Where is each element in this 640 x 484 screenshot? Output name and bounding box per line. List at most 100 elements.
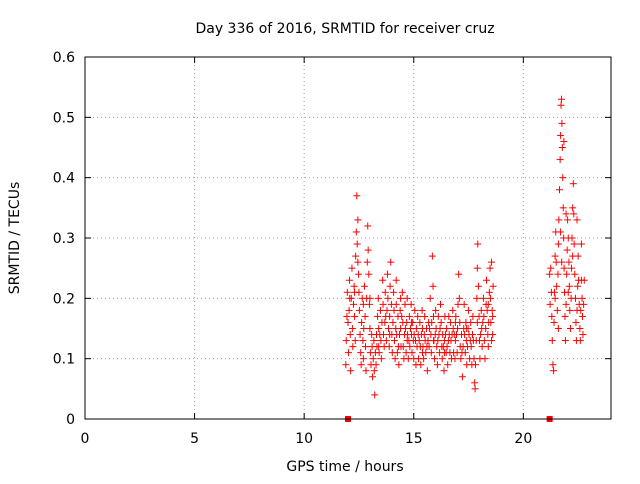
data-point [359,355,367,363]
data-point [362,343,370,351]
x-tick-label: 10 [295,431,313,447]
data-point [480,337,488,345]
data-point [365,270,373,278]
data-point [563,270,571,278]
data-point [375,343,383,351]
data-point [455,294,463,302]
x-axis-title: GPS time / hours [286,459,403,475]
data-point [398,288,406,296]
data-point [417,361,425,369]
data-point [354,258,362,266]
data-point [579,331,587,339]
data-point [568,264,576,272]
data-point [570,210,578,218]
data-point [443,343,451,351]
data-point [401,300,409,308]
data-point [550,318,558,326]
data-point [396,306,404,314]
data-point [375,349,383,357]
data-point [397,294,405,302]
data-point [570,240,578,248]
data-point [473,264,481,272]
data-point [569,252,577,260]
data-point [462,325,470,332]
data-point [383,306,391,314]
data-point [428,318,436,326]
data-point [560,264,568,272]
data-point [389,318,397,326]
data-point [366,325,374,332]
data-point [479,294,487,302]
data-point [451,337,459,345]
data-point [474,240,482,248]
data-point [364,246,372,254]
data-point [551,252,559,260]
data-point [482,325,490,332]
data-point [360,282,368,290]
data-point [346,276,354,284]
data-point [390,306,398,314]
data-point [415,337,423,345]
data-point [351,312,359,320]
data-point [349,300,357,308]
data-point [364,222,372,230]
data-point [577,306,585,314]
data-point [477,306,485,314]
data-point [577,240,585,248]
data-point [580,276,588,284]
data-point [571,270,579,278]
data-point [383,270,391,278]
data-point [560,137,568,145]
data-point [355,270,363,278]
data-point [550,367,558,375]
data-point [489,312,497,320]
data-point [363,258,371,266]
data-point [351,288,359,296]
data-point [440,349,448,357]
data-point [460,300,468,308]
data-point [576,337,584,345]
data-point [563,246,571,254]
data-point [399,343,407,351]
data-point [556,156,564,164]
data-point [407,300,415,308]
data-point [486,264,494,272]
data-point [548,337,556,345]
data-point [571,294,579,302]
y-axis-title: SRMTID / TECUs [7,182,23,295]
data-point [458,373,466,381]
x-tick-label: 20 [514,431,532,447]
data-point [358,318,366,326]
data-point [480,312,488,320]
data-point [420,331,428,339]
data-point [406,325,414,332]
data-point [568,234,576,242]
data-point [443,325,451,332]
data-point [380,331,388,339]
data-point [489,282,497,290]
data-point [565,282,573,290]
data-point [454,300,462,308]
data-points [342,95,588,422]
data-point [561,337,569,345]
data-point [488,337,496,345]
data-point [478,343,486,351]
data-point [351,337,359,345]
data-point [343,312,351,320]
data-point [485,288,493,296]
data-point [408,318,416,326]
data-point [375,325,383,332]
y-tick-label: 0 [66,412,75,428]
data-point [359,337,367,345]
data-point [565,258,573,266]
data-point [553,282,561,290]
data-point [561,312,569,320]
data-point [377,355,385,363]
grid [85,57,611,419]
data-point [408,349,416,357]
y-tick-label: 0.6 [53,50,75,66]
data-point [345,306,353,314]
data-point [384,294,392,302]
data-point [343,288,351,296]
